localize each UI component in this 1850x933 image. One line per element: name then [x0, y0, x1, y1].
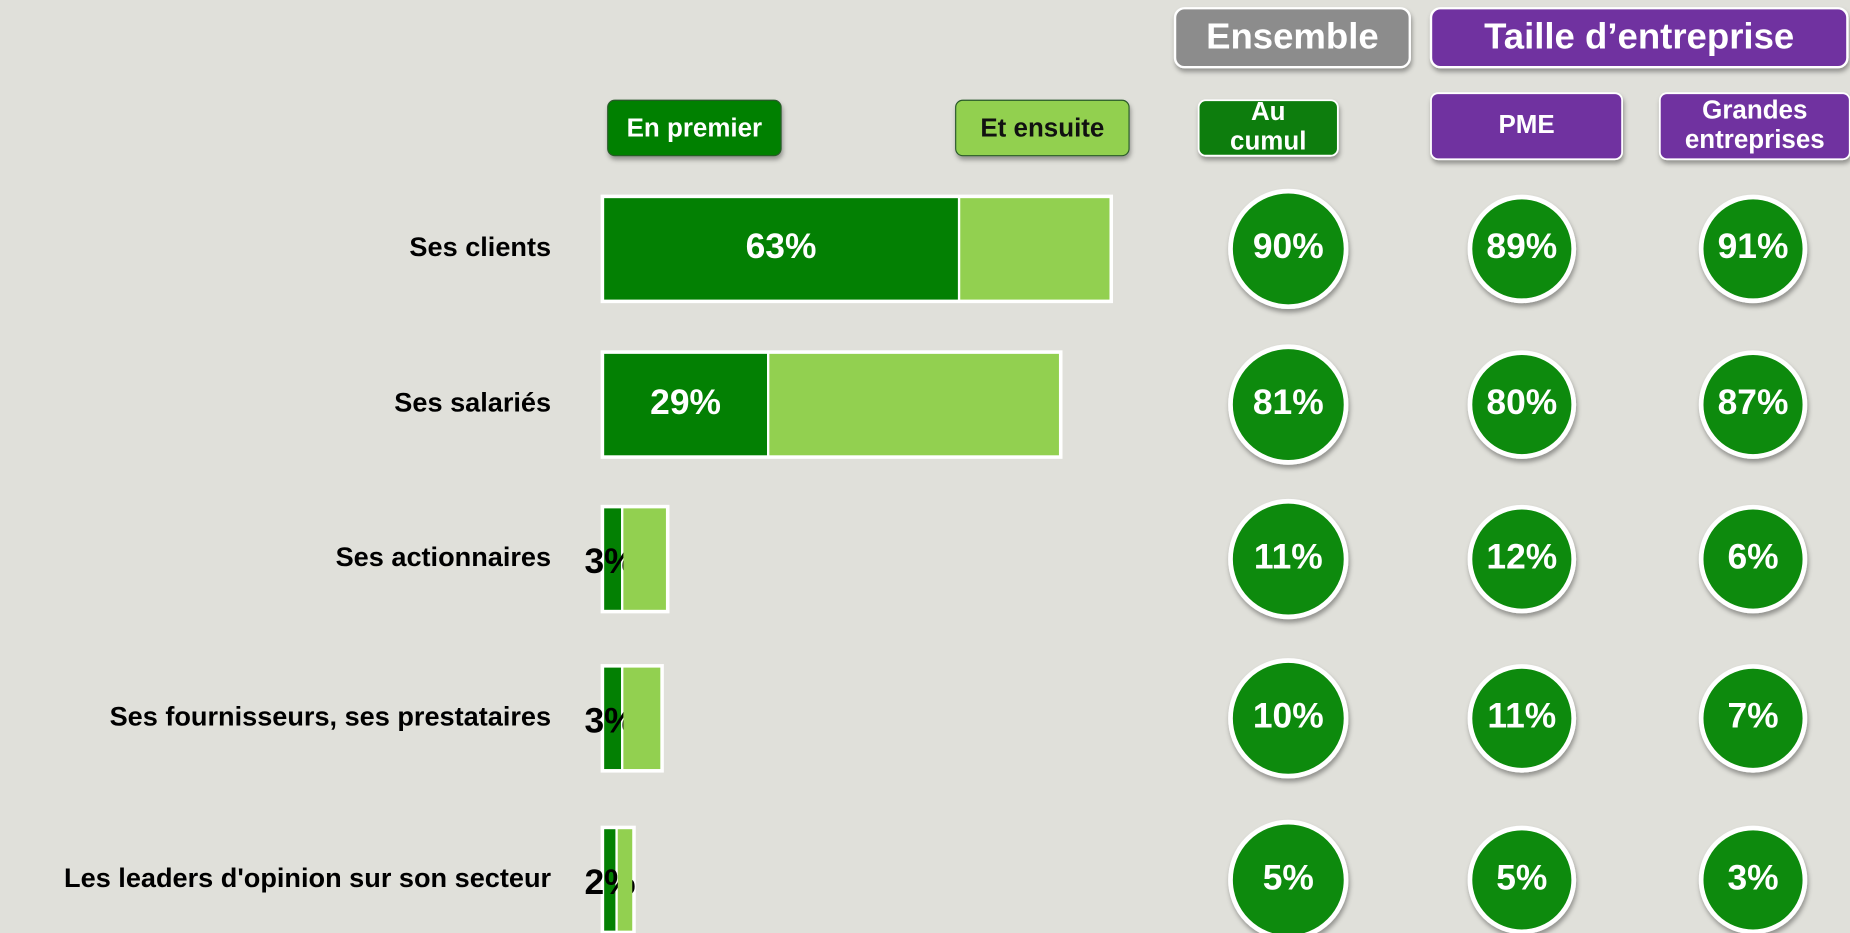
value-circle [1698, 825, 1808, 933]
value-circle [1228, 498, 1349, 620]
value-circle [1698, 350, 1808, 459]
bar-segment [604, 667, 622, 770]
bar-segment [623, 667, 661, 770]
legend-label: Et ensuite [980, 115, 1104, 143]
value-circle [1467, 664, 1577, 773]
circle-label: 5% [1263, 858, 1314, 897]
category-label: Ses actionnaires [336, 541, 551, 572]
legend-button [955, 99, 1130, 157]
value-circle [1228, 819, 1349, 933]
circle-label: 90% [1253, 227, 1324, 266]
value-label: 63% [746, 227, 817, 266]
value-label: 29% [650, 383, 721, 422]
bar-segment [604, 198, 958, 300]
bar-segment [617, 829, 633, 931]
value-circle [1467, 194, 1577, 304]
value-circle [1698, 194, 1808, 304]
circle-label: 11% [1487, 697, 1556, 736]
bar-segment [769, 353, 1059, 456]
bar-segment [960, 198, 1110, 300]
group-title: Ensemble [1206, 16, 1379, 57]
circle-label: 80% [1486, 383, 1557, 422]
circle-label: 89% [1486, 227, 1557, 266]
bar-segment [623, 508, 666, 610]
group-header [1429, 7, 1849, 69]
circle-label: 3% [1727, 858, 1778, 897]
category-label: Ses clients [409, 231, 551, 262]
circle-label: 91% [1718, 227, 1789, 266]
column-title: Au cumul [1230, 98, 1306, 155]
bar-segment [604, 353, 767, 456]
circle-label: 6% [1727, 537, 1778, 576]
circle-label: 81% [1253, 383, 1324, 422]
value-circle [1228, 344, 1349, 465]
legend-label: En premier [627, 115, 763, 143]
circle-label: 87% [1718, 383, 1789, 422]
group-title: Taille d’entreprise [1484, 16, 1794, 57]
bar-segment [604, 508, 622, 610]
circle-label: 12% [1486, 537, 1557, 576]
value-circle [1228, 658, 1349, 779]
category-label: Ses salariés [394, 387, 551, 418]
category-label: Les leaders d'opinion sur son secteur [64, 862, 551, 893]
column-header [1197, 99, 1339, 157]
bar-segment [604, 829, 616, 931]
column-header [1430, 92, 1623, 161]
value-circle [1698, 664, 1808, 773]
circle-label: 10% [1253, 697, 1324, 736]
value-circle [1467, 350, 1577, 459]
value-circle [1228, 188, 1349, 310]
circle-label: 11% [1254, 537, 1323, 576]
circle-label: 7% [1727, 697, 1778, 736]
legend-button [607, 99, 782, 157]
category-label: Ses fournisseurs, ses prestataires [110, 700, 552, 731]
value-circle [1698, 504, 1808, 614]
value-circle [1467, 825, 1577, 933]
circle-label: 5% [1496, 858, 1547, 897]
group-header [1173, 7, 1411, 69]
column-title: Grandes entreprises [1685, 96, 1825, 153]
column-title: PME [1498, 111, 1554, 139]
value-circle [1467, 504, 1577, 614]
